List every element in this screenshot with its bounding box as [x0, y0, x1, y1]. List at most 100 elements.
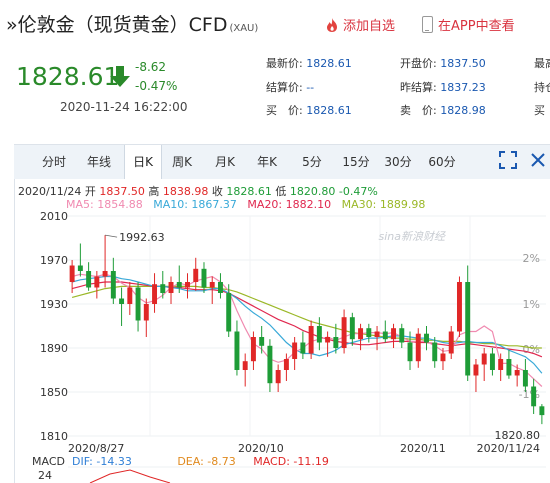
candle-body [143, 304, 149, 321]
candle-body [242, 361, 248, 370]
tab-9[interactable]: 60分 [428, 155, 456, 169]
candle-body [399, 328, 405, 343]
candle-body [391, 328, 397, 340]
pct-tick-label: 2% [523, 252, 540, 265]
candle-body [250, 337, 256, 362]
candle-body [456, 282, 462, 332]
candle-body [267, 345, 273, 384]
candle-body [226, 293, 232, 332]
ma-line-ma5 [71, 273, 543, 387]
candle-body [448, 331, 454, 354]
tab-6[interactable]: 5分 [302, 155, 322, 169]
candle-body [152, 284, 158, 304]
quote-field: 最高 [534, 55, 550, 71]
candle-body [185, 282, 190, 288]
candle-body [415, 333, 421, 362]
macd-axis-top: 24 [38, 469, 52, 482]
fullscreen-icon[interactable] [498, 150, 518, 170]
candle-body [432, 342, 438, 362]
symbol-code: (XAU) [229, 23, 259, 34]
candle-body [325, 337, 331, 343]
tab-1[interactable]: 年线 [86, 155, 111, 169]
y-tick-label: 1930 [40, 298, 68, 311]
ma-line-ma10 [71, 275, 543, 374]
candle-body [366, 328, 372, 337]
tab-3[interactable]: 周K [172, 155, 192, 169]
candle-body [193, 268, 199, 282]
y-tick-label: 1810 [40, 430, 68, 443]
candle-body [283, 359, 289, 370]
quote-field-label: 最高 [534, 57, 550, 70]
pct-tick-label: -1% [519, 388, 540, 401]
candle-body [522, 370, 528, 387]
candle-body [119, 298, 125, 304]
candle-body [160, 284, 166, 293]
candle-body [316, 326, 322, 343]
tab-5[interactable]: 年K [257, 155, 277, 169]
candle-body [440, 353, 446, 362]
candle-body [341, 317, 347, 348]
change-percent: -0.47% [135, 79, 178, 93]
quote-field: 结算价: -- [266, 79, 314, 95]
candle-body [489, 353, 495, 370]
x-tick-label: 2020/10 [238, 442, 284, 455]
candle-body [275, 370, 281, 384]
app-view-button[interactable]: 在APP中查看 [422, 15, 515, 34]
price-change: -8.62 -0.47% [135, 58, 177, 96]
change-value: -8.62 [135, 60, 167, 74]
app-view-label: 在APP中查看 [438, 19, 515, 34]
last-price: 1828.61 [16, 62, 120, 91]
ohlc-change: -0.47% [338, 185, 378, 198]
quote-field-label: 结算价: [266, 81, 303, 94]
close-icon[interactable] [528, 150, 548, 170]
tab-0[interactable]: 分时 [41, 155, 66, 169]
ohlc-readout: 2020/11/24 开 1837.50 高 1838.98 收 1828.61… [18, 183, 378, 199]
tab-7[interactable]: 15分 [342, 155, 370, 169]
tab-4[interactable]: 月K [215, 155, 235, 169]
candle-body [358, 328, 364, 340]
ma5-value: MA5: 1854.88 [66, 198, 143, 211]
candle-body [201, 268, 207, 288]
close-label: 收 [211, 185, 223, 198]
high-label: 高 [148, 185, 160, 198]
candle-body [506, 359, 512, 376]
macd-label: MACD [32, 455, 65, 468]
quote-field-label: 买 价: [266, 104, 303, 117]
quote-field-label: 开盘价: [400, 57, 437, 70]
candle-body [209, 282, 215, 288]
macd-value: MACD: -11.19 [253, 455, 329, 468]
quote-field-label: 昨结算: [400, 81, 437, 94]
title-text: »伦敦金（现货黄金）CFD [6, 14, 228, 36]
min-annotation: 1820.80 [495, 429, 541, 442]
period-tabs: 分时 年线 日K 周K 月K 年K 5分 15分 30分 60分 [14, 145, 550, 179]
candle-body [217, 282, 223, 293]
candle-body [382, 331, 388, 340]
quote-field: 买 价: 1828.61 [266, 102, 352, 118]
flame-icon [327, 18, 337, 32]
candle-body [168, 282, 174, 293]
quote-field-value: 1828.61 [302, 104, 352, 117]
tab-8[interactable]: 30分 [384, 155, 412, 169]
candle-body [259, 337, 265, 346]
open-value: 1837.50 [99, 185, 145, 198]
ma30-value: MA30: 1889.98 [341, 198, 426, 211]
max-annotation: 1992.63 [119, 231, 165, 244]
pct-tick-label: 0% [523, 343, 540, 356]
ma10-value: MA10: 1867.37 [153, 198, 237, 211]
candle-body [102, 271, 108, 277]
low-value: 1820.80 [289, 185, 336, 198]
tab-2[interactable]: 日K [124, 145, 162, 179]
y-tick-label: 1850 [40, 386, 68, 399]
open-label: 开 [84, 185, 96, 198]
pct-tick-label: 1% [523, 298, 540, 311]
candle-body [473, 364, 479, 376]
add-favorite-button[interactable]: 添加自选 [324, 15, 395, 34]
add-favorite-label: 添加自选 [343, 19, 396, 34]
candle-body [514, 370, 520, 376]
quote-field-value: 1828.98 [436, 104, 486, 117]
quote-timestamp: 2020-11-24 16:22:00 [60, 100, 188, 114]
macd-dif: DIF: -14.33 [71, 455, 132, 468]
quote-field: 最新价: 1828.61 [266, 55, 352, 71]
y-tick-label: 1970 [40, 254, 68, 267]
